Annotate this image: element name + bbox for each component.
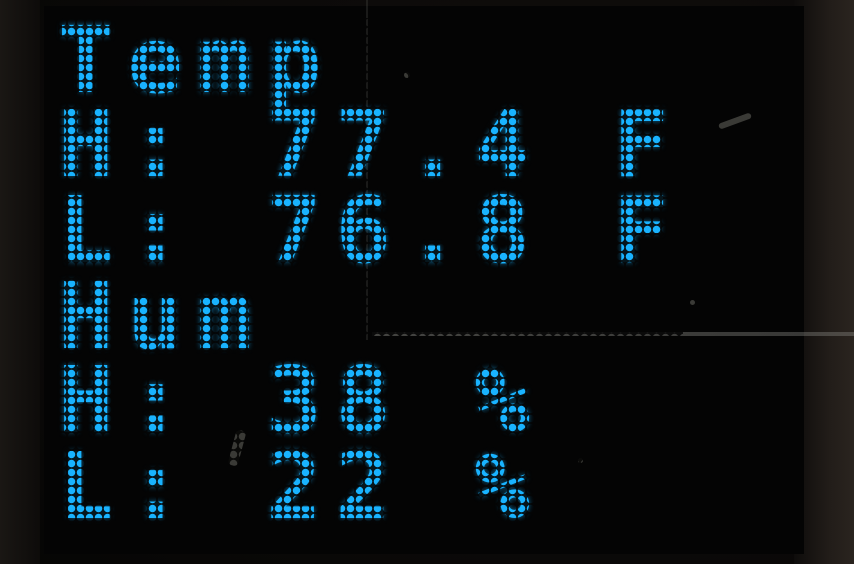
dust-speck [690,300,695,305]
temp-high-reading: H: 77.4 F [58,91,683,198]
hum-low-reading: L: 22 % [58,433,544,540]
temp-label: Temp [58,7,336,114]
hum-high-reading: H: 38 % [58,347,544,454]
hum-label: Hum [58,263,267,370]
board-edge-right [794,0,854,564]
readout: Temp H: 77.4 F L: 76.8 F Hum H: 38 % L: … [58,7,683,540]
temp-low-reading: L: 76.8 F [58,177,683,284]
board-edge-left [0,0,40,564]
